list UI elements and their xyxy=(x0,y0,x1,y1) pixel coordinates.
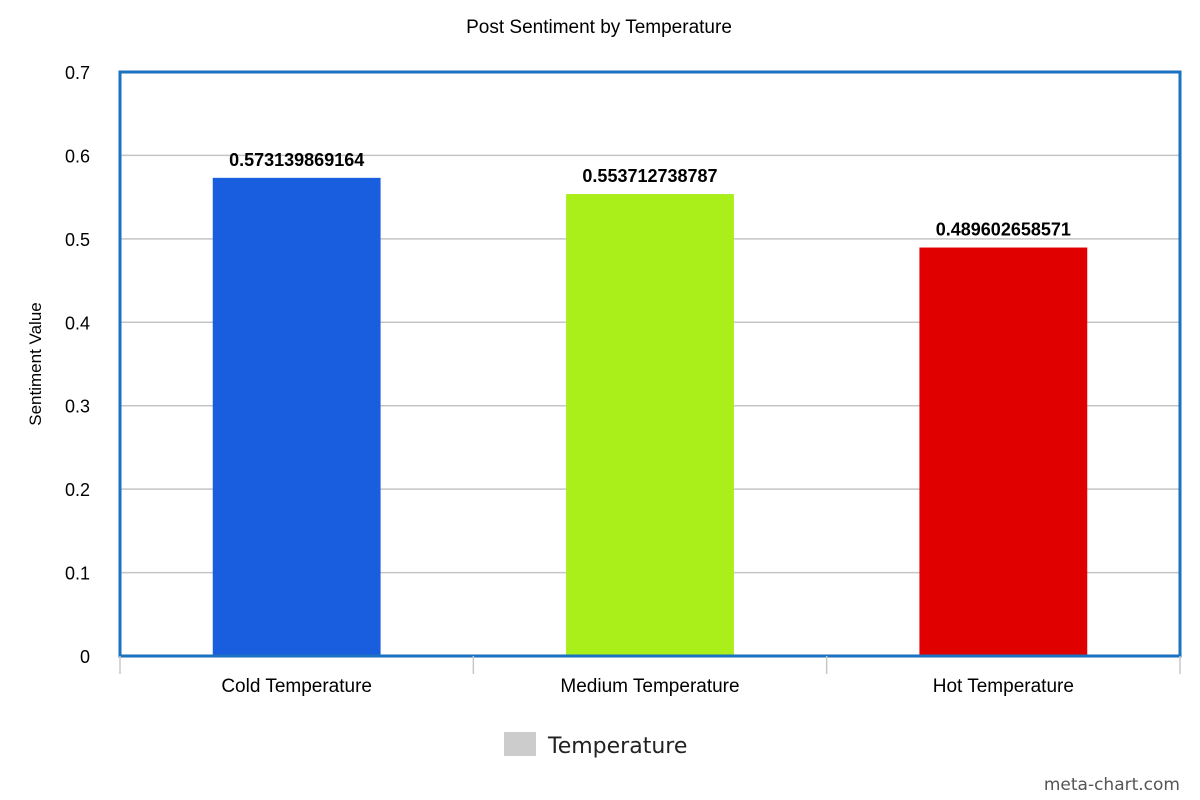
data-label: 0.573139869164 xyxy=(229,150,364,170)
y-tick-label: 0.7 xyxy=(65,63,90,83)
data-label: 0.553712738787 xyxy=(582,166,717,186)
data-labels: 0.573139869164 0.553712738787 0.4896026585… xyxy=(229,150,1071,240)
y-tick-label: 0.3 xyxy=(65,397,90,417)
y-tick-label: 0.4 xyxy=(65,313,90,333)
y-tick-label: 0.1 xyxy=(65,564,90,584)
x-axis-ticks: Cold Temperature Medium Temperature Hot Te… xyxy=(119,656,1181,697)
y-tick-label: 0.5 xyxy=(65,230,90,250)
x-tick-label: Medium Temperature xyxy=(560,676,739,697)
y-axis-label: Sentiment Value xyxy=(26,302,45,425)
bar[interactable] xyxy=(919,247,1088,656)
legend[interactable]: Temperature xyxy=(504,732,687,759)
y-axis-ticks: 0 0.1 0.2 0.3 0.4 0.5 0.6 0.7 xyxy=(65,63,90,667)
chart-title: Post Sentiment by Temperature xyxy=(466,17,732,38)
x-tick-label: Hot Temperature xyxy=(933,676,1074,697)
bars xyxy=(212,177,1088,657)
x-tick-label: Cold Temperature xyxy=(221,676,372,697)
legend-label: Temperature xyxy=(547,734,687,759)
y-tick-label: 0.2 xyxy=(65,480,90,500)
data-label: 0.489602658571 xyxy=(936,220,1071,240)
y-tick-label: 0 xyxy=(80,647,90,667)
legend-swatch xyxy=(504,732,536,756)
plot-area-border xyxy=(118,70,1182,658)
bar[interactable] xyxy=(212,177,381,657)
y-tick-label: 0.6 xyxy=(65,146,90,166)
bar[interactable] xyxy=(566,194,734,656)
watermark-text: meta-chart.com xyxy=(1044,775,1180,795)
